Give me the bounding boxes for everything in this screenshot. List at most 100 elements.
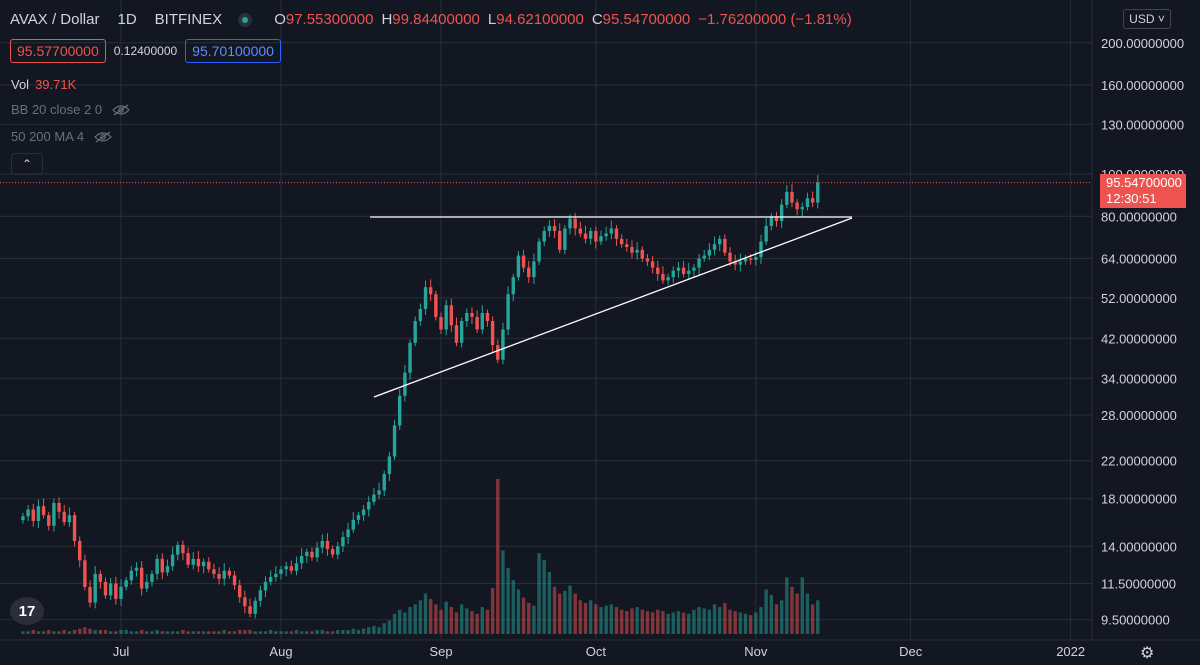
price-tick-label: 160.00000000 — [1101, 78, 1184, 93]
volume-bar — [387, 620, 392, 634]
candle-body — [805, 198, 810, 208]
candle-body — [764, 225, 768, 242]
candle-body — [490, 321, 495, 346]
volume-bar — [583, 603, 588, 634]
candle-body — [408, 342, 412, 373]
volume-bar — [563, 590, 567, 634]
symbol-name[interactable]: AVAX / Dollar — [10, 11, 100, 28]
candle-body — [465, 312, 469, 322]
indicator-bollinger[interactable]: BB 20 close 2 0 — [11, 102, 130, 117]
volume-bar — [114, 631, 118, 634]
price-tick-label: 9.50000000 — [1101, 613, 1170, 628]
time-tick-label: Dec — [899, 644, 923, 659]
candle-body — [160, 558, 164, 573]
candle-body — [181, 544, 185, 554]
candle-body — [403, 372, 407, 396]
volume-bar — [305, 631, 309, 634]
volume-bar — [88, 628, 92, 634]
candle-body — [743, 258, 748, 262]
candle-body — [702, 255, 706, 259]
volume-bar — [490, 588, 495, 634]
candle-body — [816, 182, 820, 203]
volume-bar — [207, 631, 211, 634]
volume-bar — [594, 604, 598, 634]
volume-bar — [614, 607, 619, 634]
volume-bar — [320, 629, 324, 634]
volume-bar — [609, 604, 614, 634]
candle-body — [718, 238, 722, 245]
volume-bar — [212, 631, 216, 634]
candle-body — [108, 583, 113, 596]
candle-body — [78, 540, 82, 561]
exchange-label: BITFINEX — [154, 11, 223, 28]
candle-body — [542, 231, 546, 242]
volume-bar — [692, 609, 696, 634]
candle-body — [656, 267, 660, 274]
volume-bar — [795, 593, 799, 634]
volume-legend[interactable]: Vol 39.71K — [11, 77, 76, 92]
volume-bar — [325, 631, 330, 634]
interval-label[interactable]: 1D — [117, 11, 137, 28]
price-tick-label: 130.00000000 — [1101, 117, 1184, 132]
price-tick-label: 64.00000000 — [1101, 252, 1177, 267]
volume-bar — [57, 631, 61, 634]
volume-bar — [67, 631, 72, 634]
hidden-eye-icon[interactable] — [112, 104, 130, 116]
candle-body — [759, 241, 763, 258]
volume-bar — [454, 612, 459, 634]
volume-bar — [315, 629, 319, 634]
currency-select[interactable]: USD ˅ — [1123, 9, 1171, 29]
candle-body — [418, 309, 423, 322]
volume-label: Vol — [11, 77, 30, 92]
volume-bar — [310, 631, 314, 634]
candle-body — [547, 225, 552, 232]
candle-body — [480, 312, 484, 330]
tradingview-logo-icon[interactable]: 17 — [10, 597, 44, 625]
volume-bar — [816, 600, 820, 634]
volume-bar — [418, 600, 423, 634]
candle-body — [434, 294, 438, 317]
candle-body — [676, 267, 681, 271]
volume-bar — [41, 631, 46, 634]
volume-bar — [759, 607, 763, 634]
volume-bar — [537, 553, 541, 634]
volume-bar — [805, 593, 810, 634]
support-trendline[interactable] — [373, 217, 853, 398]
indicator-ma[interactable]: 50 200 MA 4 — [11, 129, 112, 144]
volume-bar — [336, 629, 340, 634]
volume-bar — [134, 631, 139, 634]
buy-button[interactable]: 95.70100000 — [185, 39, 281, 63]
hidden-eye-icon[interactable] — [94, 131, 112, 143]
candle-body — [578, 228, 583, 234]
candle-body — [248, 606, 252, 614]
volume-bar — [382, 623, 386, 634]
candle-body — [599, 236, 603, 242]
candle-body — [779, 204, 784, 222]
volume-bar — [170, 631, 175, 634]
collapse-legend-button[interactable]: ⌃ — [11, 153, 43, 175]
candle-body — [41, 506, 46, 516]
candle-body — [398, 395, 402, 426]
gear-icon[interactable]: ⚙ — [1140, 645, 1155, 662]
candle-body — [454, 325, 459, 343]
candle-body — [790, 191, 794, 203]
candle-body — [511, 277, 515, 295]
volume-bar — [619, 609, 624, 634]
price-tick-label: 11.50000000 — [1101, 577, 1176, 592]
candle-body — [367, 501, 371, 510]
candle-body — [413, 321, 417, 343]
candles — [21, 174, 820, 619]
time-axis[interactable]: Jul Aug Sep Oct Nov Dec 2022 — [113, 644, 1085, 659]
sell-button[interactable]: 95.57700000 — [10, 39, 106, 63]
chevron-up-icon: ⌃ — [21, 157, 33, 171]
volume-bar — [434, 604, 438, 634]
volume-bar — [62, 629, 66, 634]
candle-body — [506, 294, 510, 330]
volume-bar — [676, 611, 681, 634]
volume-bar — [341, 629, 345, 634]
volume-bar — [547, 572, 552, 634]
volume-bar — [367, 627, 371, 634]
price-axis[interactable]: 200.00000000160.00000000130.00000000100.… — [1101, 36, 1184, 628]
volume-bar — [52, 631, 56, 634]
